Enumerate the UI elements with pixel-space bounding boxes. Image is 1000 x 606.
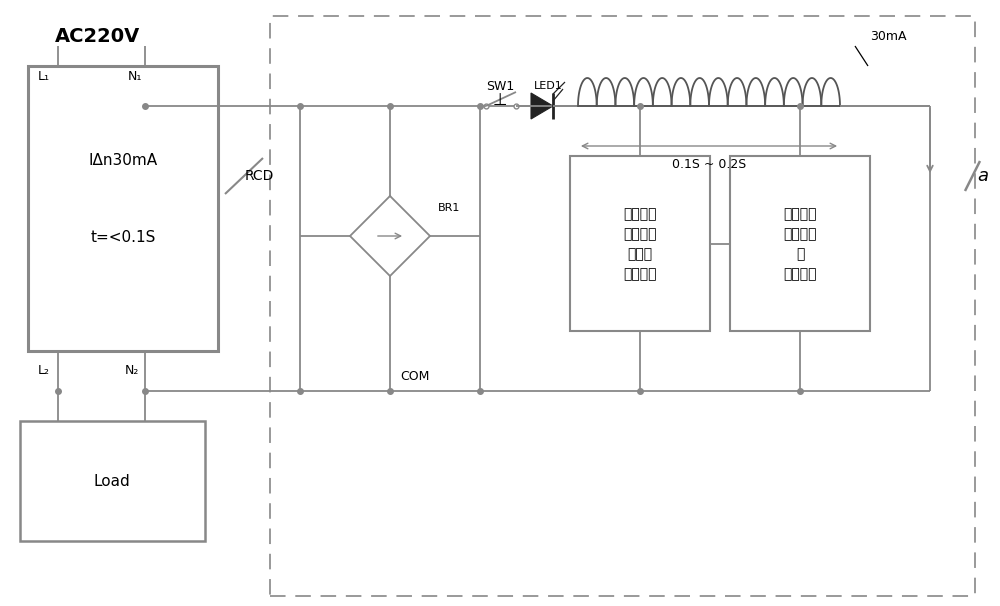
Text: 截流单元: 截流单元: [623, 267, 657, 281]
Text: 模拟漏电: 模拟漏电: [623, 227, 657, 241]
Bar: [730, 156, 870, 331]
Text: N₂: N₂: [125, 364, 139, 378]
Text: Load: Load: [94, 473, 130, 488]
Bar: [270, 16, 975, 596]
Text: 漏电电流: 漏电电流: [783, 227, 817, 241]
Text: BR1: BR1: [438, 203, 460, 213]
Text: 产生模拟: 产生模拟: [783, 207, 817, 221]
Text: AC220V: AC220V: [55, 27, 140, 45]
Text: 电流单元: 电流单元: [783, 267, 817, 281]
Text: IΔn30mA: IΔn30mA: [88, 153, 158, 167]
Text: L₁: L₁: [38, 70, 50, 82]
Text: 30mA: 30mA: [870, 30, 906, 42]
Text: 电流的: 电流的: [627, 247, 653, 261]
Text: 0.1S ~ 0.2S: 0.1S ~ 0.2S: [672, 158, 746, 170]
Bar: [20, 421, 205, 541]
Text: 的: 的: [796, 247, 804, 261]
Text: 自动截断: 自动截断: [623, 207, 657, 221]
Text: N₁: N₁: [128, 70, 142, 82]
Bar: [570, 156, 710, 331]
Polygon shape: [531, 93, 553, 119]
Text: SW1: SW1: [486, 79, 514, 93]
Text: COM: COM: [400, 370, 429, 382]
Text: a: a: [978, 167, 988, 185]
Text: t=<0.1S: t=<0.1S: [90, 230, 156, 244]
Text: L₂: L₂: [38, 364, 50, 378]
Text: LED1: LED1: [534, 81, 562, 91]
Text: RCD: RCD: [245, 169, 274, 183]
Text: ⊥: ⊥: [493, 91, 507, 109]
Bar: [28, 66, 218, 351]
